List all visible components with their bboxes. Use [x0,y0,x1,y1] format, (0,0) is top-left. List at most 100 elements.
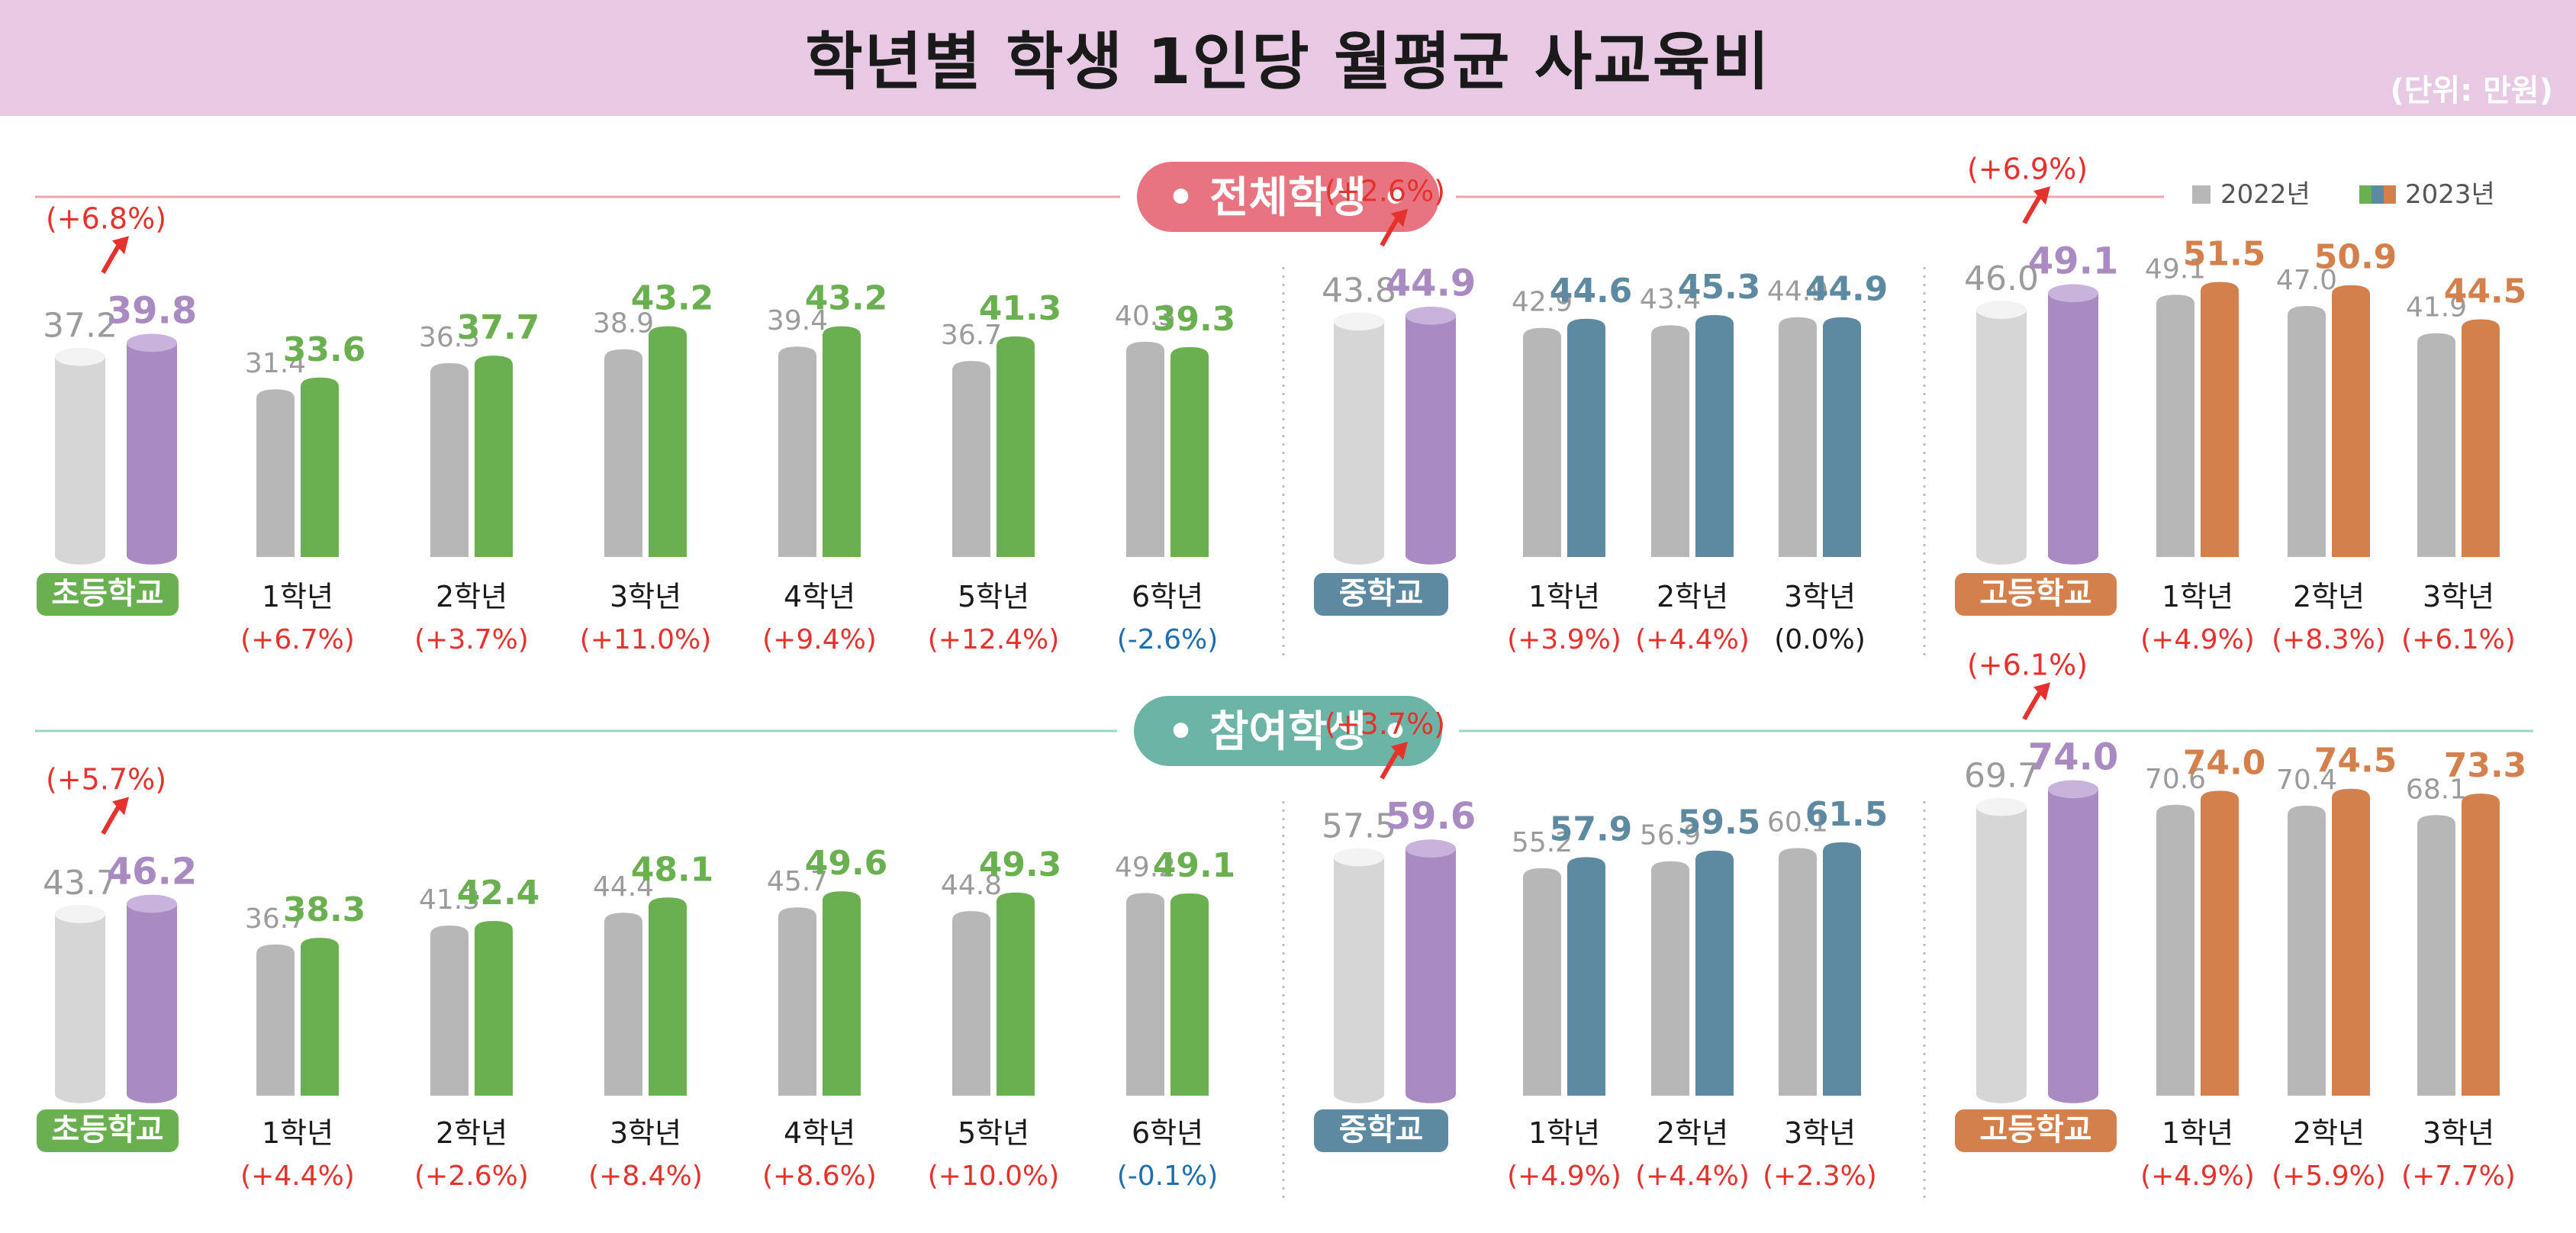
change-arrow-head-icon [112,797,129,816]
summary-cylinder-2023-body [127,903,177,1094]
bar-value-2023: 43.2 [805,279,888,318]
bar-2023 [649,897,687,1096]
change-arrow-icon [101,803,122,835]
grade-change: (+2.6%) [414,1161,529,1192]
bar-value-2023: 49.1 [1153,846,1236,885]
bar-value-2022: 68.1 [2406,774,2467,805]
change-arrow-head-icon [1391,742,1408,761]
bar-value-2023: 51.5 [2183,235,2266,274]
bar-2022 [1126,341,1164,557]
grade-label: 1학년 [262,580,333,613]
grade-change: (+7.7%) [2401,1161,2516,1192]
bar-value-2022: 41.3 [419,884,480,916]
grade-change: (+5.9%) [2272,1161,2386,1192]
grade-label: 3학년 [2423,580,2494,613]
bar-value-2023: 74.5 [2314,742,2397,781]
bar-2023 [2201,282,2239,557]
legend-swatch-2022 [2192,185,2211,204]
bar-value-2023: 38.3 [283,890,366,929]
bar-2022 [952,911,990,1096]
bar-value-2022: 41.9 [2406,292,2467,324]
bar-value-2023: 44.6 [1550,272,1633,311]
bar-2022 [1779,848,1817,1096]
bar-value-2022: 40.3 [1115,301,1176,332]
legend-swatch-2023-green [2359,185,2372,204]
grade-label: 1학년 [1528,1116,1600,1150]
summary-cylinder-2023-base [127,546,177,565]
summary-cylinder-2023-top [2048,284,2098,303]
section-pill [1137,162,1439,232]
unit-label: (단위: 만원) [2390,73,2553,108]
summary-cylinder-2022-base [1334,1085,1384,1103]
bar-value-2023: 44.9 [1805,270,1889,309]
summary-change: (+6.8%) [46,201,166,235]
bar-value-2023: 49.3 [979,845,1062,884]
school-badge-label: 초등학교 [51,576,163,611]
summary-cylinder-2022-base [1976,546,2027,565]
grade-change: (+3.7%) [414,624,529,655]
bar-2023 [2332,285,2370,557]
bar-2022 [778,907,816,1096]
grade-change: (+4.4%) [1635,624,1750,655]
summary-value-2023: 44.9 [1386,262,1476,305]
bar-value-2023: 48.1 [631,850,714,889]
bar-2023 [2201,790,2239,1096]
bar-2023 [1567,857,1605,1096]
grade-label: 2학년 [2293,580,2365,613]
grade-change: (+12.4%) [928,624,1060,655]
bar-value-2023: 41.3 [979,289,1062,328]
school-badge [1955,573,2117,616]
bar-2022 [1523,868,1561,1096]
grade-change: (+6.1%) [2401,624,2516,655]
bar-2022 [2288,805,2326,1096]
grade-label: 3학년 [2423,1116,2494,1150]
grade-change: (+6.7%) [240,624,355,655]
summary-cylinder-2023-base [2048,546,2098,565]
school-badge-label: 고등학교 [1979,576,2091,611]
bar-2022 [1779,317,1817,557]
legend-label-2022: 2022년 [2220,179,2310,210]
bar-value-2022: 49.1 [2145,253,2206,285]
grade-label: 6학년 [1132,580,1203,613]
bar-value-2022: 70.4 [2276,765,2337,796]
bar-value-2023: 50.9 [2314,238,2397,277]
change-arrow-head-icon [2033,682,2050,701]
summary-cylinder-2023-body [1406,315,1456,555]
bar-2022 [1523,327,1561,557]
summary-value-2022: 37.2 [43,307,118,346]
school-badge-label: 중학교 [1339,1112,1423,1148]
summary-cylinder-2022-top [1976,301,2027,319]
bar-value-2022: 49.2 [1115,852,1176,883]
bar-value-2022: 38.9 [593,308,654,340]
bar-2023 [997,336,1035,557]
summary-cylinder-2022-body [55,914,105,1094]
grade-label: 5학년 [958,580,1029,613]
bar-2023 [1823,317,1861,557]
bar-2022 [1651,325,1689,557]
grade-label: 1학년 [262,1116,333,1150]
bar-2022 [2288,306,2326,557]
summary-value-2022: 43.7 [43,864,118,903]
legend-label-2023: 2023년 [2405,179,2495,210]
grade-change: (+3.9%) [1507,624,1621,655]
grade-label: 4학년 [784,1116,855,1150]
bar-value-2022: 44.9 [1767,276,1828,307]
school-badge [1314,1109,1448,1152]
summary-cylinder-2022-top [1334,848,1384,867]
grade-change: (+8.4%) [588,1161,703,1192]
grade-label: 2학년 [436,580,507,613]
grade-label: 5학년 [958,1116,1029,1150]
bar-value-2022: 60.1 [1767,806,1828,838]
bar-2022 [952,361,990,557]
bar-value-2022: 55.2 [1512,827,1573,858]
bar-value-2023: 42.4 [457,874,540,913]
bar-value-2023: 33.6 [283,330,366,369]
summary-cylinder-2023-top [1406,839,1456,858]
summary-cylinder-2023-top [127,333,177,353]
summary-cylinder-2023-top [127,894,177,913]
grade-change: (+4.4%) [1635,1161,1750,1192]
grade-label: 2학년 [436,1116,507,1150]
grade-change: (+4.9%) [2140,624,2255,655]
